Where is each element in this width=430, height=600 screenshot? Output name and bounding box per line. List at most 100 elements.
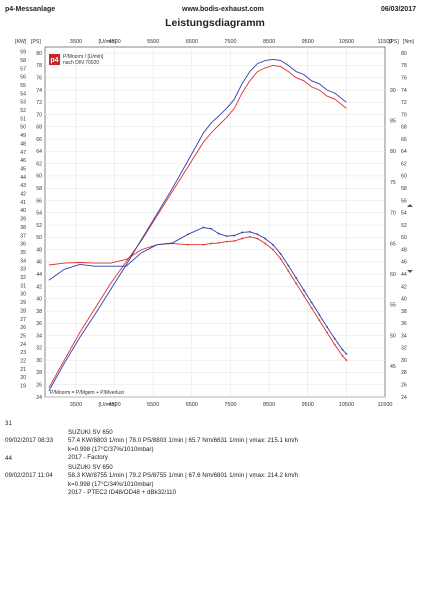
torque-point — [256, 233, 259, 236]
p4-logo-icon — [49, 54, 60, 65]
right-ps-tick-label: 56 — [401, 198, 407, 204]
left-unit-kw: [KW] — [15, 39, 27, 45]
torque-point — [233, 240, 236, 242]
right-ps-tick-label: 62 — [401, 161, 407, 167]
kw-tick-label: 43 — [20, 183, 26, 189]
right-ps-tick-label: 26 — [401, 383, 407, 389]
torque-point — [345, 359, 348, 362]
right-ps-tick-label: 28 — [401, 370, 407, 376]
right-ps-tick-label: 40 — [401, 297, 407, 303]
kw-tick-label: 58 — [20, 58, 26, 64]
left-unit-ps: [PS] — [31, 39, 41, 45]
kw-tick-label: 24 — [20, 342, 26, 348]
kw-tick-label: 40 — [20, 208, 26, 214]
torque-point — [279, 257, 282, 260]
kw-tick-label: 49 — [20, 133, 26, 139]
left-ps-tick-label: 46 — [36, 260, 42, 266]
run-results: 58.3 KW/8755 1/min | 79.2 PS/8755 1/min … — [68, 472, 299, 479]
torque-point — [225, 240, 228, 243]
p4-logo-text: p4 — [50, 57, 58, 64]
left-ps-tick-label: 60 — [36, 174, 42, 180]
kw-tick-label: 57 — [20, 66, 26, 72]
left-ps-tick-label: 30 — [36, 358, 42, 364]
right-ps-tick-label: 48 — [401, 247, 407, 253]
torque-point — [333, 343, 336, 346]
x-tick-label-bottom: 5500 — [147, 402, 159, 408]
torque-point — [326, 331, 328, 334]
run-config: 2017 - PTEC2 ID48/OD48 + dBk32/110 — [68, 489, 177, 496]
right-ps-tick-label: 76 — [401, 76, 407, 82]
right-ps-tick-label: 52 — [401, 223, 407, 229]
run-correction: k=0.998 (17°C/34%/1010mbar) — [68, 480, 154, 488]
kw-tick-label: 35 — [20, 250, 26, 256]
kw-tick-label: 37 — [20, 233, 26, 239]
kw-tick-label: 21 — [20, 367, 26, 373]
x-tick-label-top: 6500 — [186, 39, 198, 45]
kw-tick-label: 34 — [20, 258, 26, 264]
right-ps-tick-label: 68 — [401, 125, 407, 131]
x-tick-label-bottom: 3500 — [70, 402, 82, 408]
right-ps-tick-label: 80 — [401, 51, 407, 57]
kw-tick-label: 31 — [20, 283, 26, 289]
nm-tick-label: 70 — [390, 211, 396, 217]
torque-point — [295, 282, 298, 285]
right-ps-tick-label: 38 — [401, 309, 407, 315]
kw-tick-label: 33 — [20, 267, 26, 273]
run-datetime: 09/02/2017 08:33 — [5, 437, 54, 444]
left-ps-tick-label: 38 — [36, 309, 42, 315]
left-ps-tick-label: 80 — [36, 51, 42, 57]
x-tick-label-top: 9500 — [302, 39, 314, 45]
x-tick-label-top: 3500 — [70, 39, 82, 45]
torque-point — [272, 248, 274, 251]
kw-tick-label: 55 — [20, 83, 26, 89]
run-vehicle: SUZUKI SV 650 — [68, 463, 113, 471]
left-ps-tick-label: 68 — [36, 125, 42, 131]
torque-point — [233, 234, 236, 237]
torque-point — [345, 353, 348, 355]
kw-tick-label: 59 — [20, 50, 26, 56]
torque-point — [225, 235, 228, 238]
kw-tick-label: 30 — [20, 292, 26, 298]
torque-point — [256, 237, 259, 240]
torque-point — [210, 242, 213, 245]
torque-point — [241, 237, 243, 240]
power-line-run-44 — [48, 58, 347, 392]
torque-point — [187, 233, 189, 236]
left-ps-tick-label: 78 — [36, 63, 42, 69]
left-ps-tick-label: 70 — [36, 112, 42, 118]
torque-point — [210, 227, 213, 230]
left-ps-tick-label: 24 — [36, 395, 42, 401]
right-ps-tick-label: 30 — [401, 358, 407, 364]
kw-tick-label: 44 — [20, 175, 26, 181]
torque-point — [326, 326, 328, 328]
right-ps-tick-label: 64 — [401, 149, 407, 155]
legend-line-2: nach DIN 70020 — [63, 60, 99, 66]
kw-tick-label: 39 — [20, 217, 26, 223]
kw-tick-label: 20 — [20, 375, 26, 381]
legend-line-1: P/Mnorm / [U/min] — [63, 54, 104, 60]
left-ps-tick-label: 44 — [36, 272, 42, 278]
kw-tick-label: 52 — [20, 108, 26, 114]
run-datetime: 09/02/2017 11:04 — [5, 472, 53, 479]
nm-tick-label: 85 — [390, 118, 396, 124]
left-ps-tick-label: 42 — [36, 284, 42, 290]
torque-point — [264, 242, 267, 245]
run-info-31: 31 SUZUKI SV 650 09/02/2017 08:33 57.4 K… — [5, 420, 298, 480]
run-correction: k=0.998 (17°C/37%/1010mbar) — [68, 445, 154, 453]
right-ps-tick-label: 34 — [401, 333, 407, 339]
x-tick-label-top: 11500 — [378, 39, 393, 45]
kw-tick-label: 32 — [20, 275, 26, 281]
kw-tick-label: 56 — [20, 75, 26, 81]
torque-point — [264, 237, 267, 240]
left-ps-tick-label: 34 — [36, 333, 42, 339]
chart-title: Leistungsdiagramm — [165, 17, 265, 29]
kw-tick-label: 36 — [20, 242, 26, 248]
torque-point — [248, 235, 251, 238]
torque-point — [333, 337, 336, 340]
kw-tick-label: 29 — [20, 300, 26, 306]
x-tick-label-top: 8500 — [263, 39, 275, 45]
left-ps-tick-label: 52 — [36, 223, 42, 229]
torque-point — [202, 243, 205, 246]
legend-bottom: P/Mnorm = P/Mgem + P/Mverlust — [50, 390, 125, 396]
kw-tick-label: 53 — [20, 100, 26, 106]
